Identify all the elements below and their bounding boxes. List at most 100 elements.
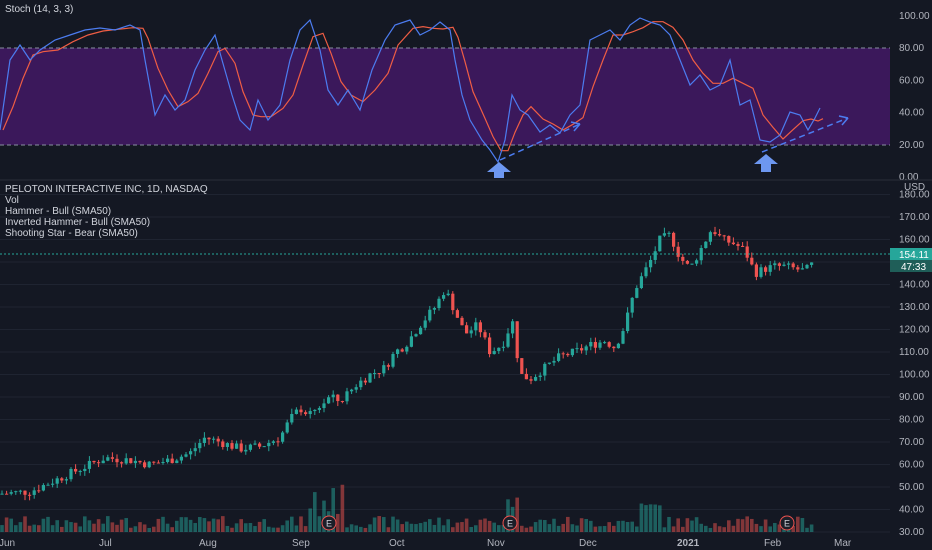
volume-bar [621, 520, 625, 532]
volume-bar [363, 527, 368, 532]
time-tick: Feb [764, 538, 782, 549]
candle-body [129, 458, 133, 464]
oscillator-pane[interactable]: Stoch (14, 3, 3) 100.00 80.00 60.00 40.00 20… [0, 4, 930, 183]
legend-shooting-star[interactable]: Shooting Star - Bear (SMA50) [5, 228, 138, 239]
candle-body [198, 442, 202, 449]
volume-bar [23, 516, 27, 532]
volume-bar [55, 520, 59, 532]
volume-bar [671, 526, 676, 532]
volume-bar [474, 525, 478, 532]
candle-body [524, 373, 528, 380]
volume-bar [773, 522, 777, 532]
price-pane[interactable]: E E E PELOTON INTERACTIVE INC, 1D, NASDAQ … [0, 182, 932, 538]
volume-bar [428, 519, 432, 532]
volume-bar [202, 518, 207, 532]
candle-body [304, 412, 308, 415]
time-axis[interactable]: Jun Jul Aug Sep Oct Nov Dec 2021 Feb Mar [0, 538, 852, 549]
volume-bar [221, 516, 225, 532]
candle-body [644, 267, 648, 277]
candle-body [405, 346, 409, 352]
candle-body [469, 330, 473, 334]
price-tick: 30.00 [899, 527, 924, 538]
candle-body [534, 377, 538, 381]
earnings-marker[interactable] [321, 515, 337, 531]
candle-body [377, 373, 381, 375]
volume-bar [156, 518, 161, 532]
volume-bar [681, 526, 685, 532]
candle-body [704, 241, 708, 249]
volume-bar [299, 516, 303, 532]
candle-body [253, 443, 257, 445]
candle-body [575, 348, 579, 350]
volume-bar [704, 525, 708, 532]
candle-body [143, 462, 147, 468]
candle-body [244, 449, 248, 452]
candle-body [32, 490, 36, 495]
volume-bar [285, 520, 289, 532]
legend-hammer[interactable]: Hammer - Bull (SMA50) [5, 206, 111, 217]
last-price-label: 154.11 [899, 250, 929, 261]
earnings-marker-label: E [326, 519, 332, 529]
candle-body [193, 448, 197, 452]
candle-body [626, 312, 630, 332]
earnings-marker[interactable] [779, 515, 795, 531]
volume-bar [441, 525, 446, 532]
volume-bar [759, 526, 763, 532]
volume-bar [46, 516, 50, 532]
price-tick: 180.00 [899, 190, 930, 201]
volume-bar [478, 519, 483, 532]
candle-body [221, 441, 225, 447]
volume-bar [685, 518, 690, 532]
candle-body [147, 461, 151, 468]
currency-label: USD [904, 182, 925, 193]
candle-body [584, 346, 588, 351]
candle-body [184, 454, 188, 457]
earnings-marker[interactable] [502, 515, 518, 531]
candle-body [290, 413, 294, 423]
candle-body [327, 397, 331, 404]
legend-inverted-hammer[interactable]: Inverted Hammer - Bull (SMA50) [5, 217, 150, 228]
candle-body [773, 263, 777, 266]
candle-body [690, 263, 694, 265]
candle-body [235, 443, 239, 449]
volume-bar [612, 525, 616, 532]
stoch-k-line [0, 17, 821, 164]
candle-body [446, 293, 450, 296]
volume-bar [418, 523, 423, 532]
volume-bar [225, 525, 230, 532]
legend-vol[interactable]: Vol [5, 195, 19, 206]
candle-body [506, 333, 510, 347]
volume-bar [290, 516, 294, 532]
volume-bar [152, 526, 156, 532]
candle-body [639, 276, 643, 289]
candle-body [189, 451, 193, 455]
candle-body [202, 437, 206, 443]
volume-bar [520, 525, 524, 532]
candle-body [543, 363, 547, 376]
volume-bar [607, 522, 611, 532]
candle-body [465, 325, 469, 334]
candle-body [662, 233, 666, 236]
candle-body [340, 401, 344, 403]
volume-bar [354, 525, 358, 532]
candle-body [787, 263, 791, 265]
time-tick: Nov [487, 538, 505, 549]
symbol-title[interactable]: PELOTON INTERACTIVE INC, 1D, NASDAQ [5, 184, 208, 195]
volume-bar [630, 521, 634, 532]
stoch-d-line [2, 21, 824, 152]
candle-body [317, 408, 321, 410]
candle-body [598, 342, 602, 348]
volume-bar [138, 522, 142, 532]
volume-bar [676, 518, 680, 532]
candle-body [271, 441, 275, 443]
oscillator-tick: 80.00 [899, 43, 924, 54]
candle-body [60, 478, 64, 481]
price-axis[interactable]: 180.00170.00160.00150.00140.00130.00120.… [899, 190, 930, 539]
volume-bar [492, 522, 496, 532]
time-tick: Jul [99, 538, 112, 549]
candle-body [589, 341, 593, 347]
volume-bar [552, 518, 556, 532]
candle-body [428, 309, 432, 321]
volume-bar [41, 518, 46, 532]
